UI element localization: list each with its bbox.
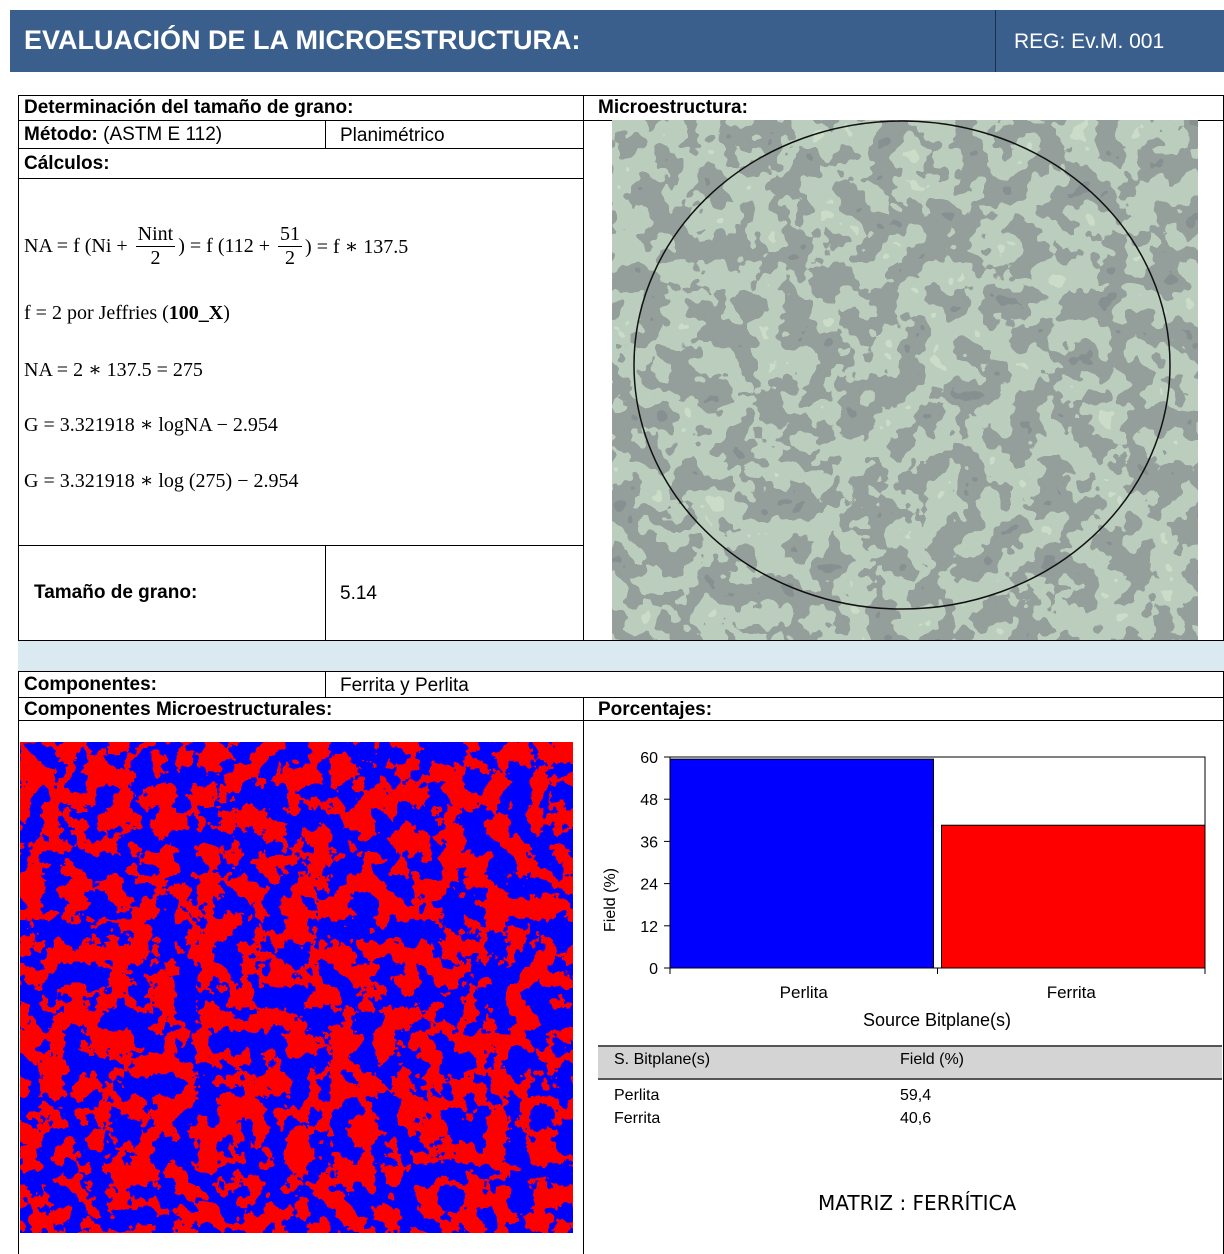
calc-line: G = 3.321918 ∗ logNA − 2.954 xyxy=(24,412,278,437)
numerator: Nint xyxy=(136,223,176,247)
header-reg: REG: Ev.M. 001 xyxy=(1014,30,1164,54)
rule xyxy=(325,120,326,148)
size-value: 5.14 xyxy=(340,583,377,605)
x-axis-label: Source Bitplane(s) xyxy=(863,1010,1011,1030)
rule xyxy=(325,672,326,697)
micro-components-heading: Componentes Microestructurales: xyxy=(24,699,332,721)
x-tick-label: Perlita xyxy=(780,983,829,1002)
micro-heading: Microestructura: xyxy=(598,97,748,119)
method-label: Método: xyxy=(24,124,98,145)
header-title: EVALUACIÓN DE LA MICROESTRUCTURA: xyxy=(24,25,580,56)
denominator: 2 xyxy=(150,247,160,270)
y-tick-label: 60 xyxy=(640,750,658,767)
rule xyxy=(325,545,326,640)
bar xyxy=(942,825,1206,968)
calc-line: NA = 2 ∗ 137.5 = 275 xyxy=(24,357,203,382)
denominator: 2 xyxy=(285,247,295,270)
calc-text: f = 2 por Jeffries ( xyxy=(24,302,169,325)
phase-map xyxy=(20,742,573,1233)
y-tick-label: 0 xyxy=(649,961,658,978)
rule xyxy=(18,95,19,1254)
calc-heading: Cálculos: xyxy=(24,153,110,175)
grain-heading: Determinación del tamaño de grano: xyxy=(24,97,353,119)
micrograph-texture xyxy=(612,120,1198,640)
table-cell: Perlita xyxy=(614,1087,659,1105)
rule xyxy=(583,697,584,1254)
y-tick-label: 36 xyxy=(640,834,658,851)
table-cell: 59,4 xyxy=(900,1087,931,1105)
bar xyxy=(670,759,934,968)
calc-bold: 100_X xyxy=(169,302,223,325)
rule xyxy=(18,148,583,149)
rule xyxy=(18,697,1224,698)
page: EVALUACIÓN DE LA MICROESTRUCTURA: REG: E… xyxy=(0,0,1224,1254)
calc-text: G = 3.321918 ∗ log (275) − 2.954 xyxy=(24,468,298,493)
calc-text: ) xyxy=(223,302,230,325)
components-value: Ferrita y Perlita xyxy=(340,675,469,697)
calc-text: ) = f ∗ 137.5 xyxy=(305,234,408,259)
pct-heading: Porcentajes: xyxy=(598,699,712,721)
size-label: Tamaño de grano: xyxy=(34,582,197,604)
table-header: Field (%) xyxy=(900,1051,964,1069)
numerator: 51 xyxy=(278,223,302,247)
x-tick-label: Ferrita xyxy=(1047,983,1097,1002)
y-tick-label: 24 xyxy=(640,877,658,894)
calc-line: G = 3.321918 ∗ log (275) − 2.954 xyxy=(24,468,298,493)
y-axis-label: Field (%) xyxy=(602,868,619,932)
divider xyxy=(995,10,996,72)
calc-line: f = 2 por Jeffries (100_X) xyxy=(24,302,230,325)
rule xyxy=(18,545,583,546)
rule xyxy=(18,95,1224,96)
calc-text: NA = f (Ni + xyxy=(24,235,133,258)
spacer-band xyxy=(18,640,1224,672)
phase-map-texture xyxy=(20,742,573,1233)
table-cell: 40,6 xyxy=(900,1110,931,1128)
calc-text: ) = f (112 + xyxy=(178,235,275,258)
rule xyxy=(583,95,584,640)
calc-text: G = 3.321918 ∗ logNA − 2.954 xyxy=(24,412,278,437)
components-label: Componentes: xyxy=(24,674,157,696)
micrograph xyxy=(612,120,1198,640)
method-standard: (ASTM E 112) xyxy=(103,124,222,145)
y-tick-label: 12 xyxy=(640,919,658,936)
y-tick-label: 48 xyxy=(640,792,658,809)
matrix: MATRIZ : FERRÍTICA xyxy=(818,1191,1016,1215)
table-cell: Ferrita xyxy=(614,1110,660,1128)
method-value: Planimétrico xyxy=(340,125,445,147)
rule xyxy=(18,178,583,179)
chart: Field (%) Source Bitplane(s) 0 12 24 36 48 60… xyxy=(590,730,1220,1040)
table-header: S. Bitplane(s) xyxy=(614,1051,710,1069)
method: Método: (ASTM E 112) xyxy=(24,124,222,146)
calc-text: NA = 2 ∗ 137.5 = 275 xyxy=(24,357,203,382)
